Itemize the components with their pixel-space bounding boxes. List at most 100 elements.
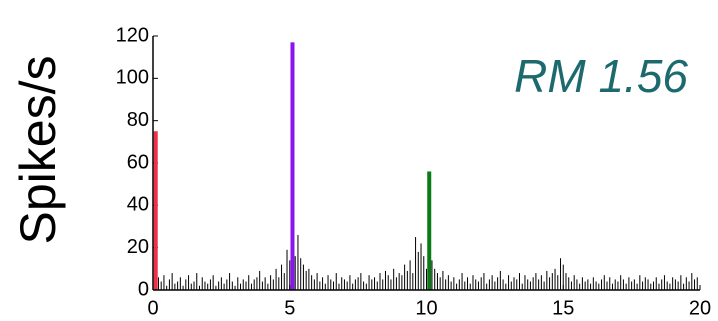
- bar: [157, 277, 159, 290]
- bar: [633, 279, 635, 290]
- bar: [475, 279, 477, 290]
- bar: [535, 273, 537, 290]
- bar: [499, 270, 501, 290]
- bar: [461, 273, 463, 290]
- bar: [185, 279, 187, 290]
- bar: [521, 283, 523, 290]
- bar: [218, 281, 220, 290]
- bar: [207, 283, 209, 290]
- bar: [524, 275, 526, 290]
- bar: [371, 279, 373, 290]
- bar: [617, 281, 619, 290]
- bar: [611, 283, 613, 290]
- x-tick-label: 5: [284, 297, 295, 319]
- bar: [683, 283, 685, 290]
- bar: [472, 275, 474, 290]
- bar: [546, 270, 548, 290]
- bar: [518, 273, 520, 290]
- bar: [379, 273, 381, 290]
- bar: [384, 270, 386, 290]
- bar: [281, 264, 283, 290]
- bar: [311, 275, 313, 290]
- x-tick-label: 20: [689, 297, 711, 319]
- bar: [302, 264, 304, 290]
- y-tick-label: 20: [127, 236, 149, 258]
- y-tick-label: 80: [127, 109, 149, 131]
- bar: [685, 277, 687, 290]
- bar: [436, 273, 438, 290]
- bar: [209, 279, 211, 290]
- bar: [666, 281, 668, 290]
- bar: [491, 275, 493, 290]
- bar: [259, 270, 261, 290]
- bar: [655, 277, 657, 290]
- bar: [415, 237, 417, 290]
- bar: [253, 279, 255, 290]
- bar: [267, 283, 269, 290]
- bar: [404, 264, 406, 290]
- bar: [182, 285, 184, 290]
- bar: [677, 281, 679, 290]
- bar: [510, 281, 512, 290]
- bar: [327, 275, 329, 290]
- bar: [264, 277, 266, 290]
- bar: [360, 273, 362, 290]
- bar: [661, 279, 663, 290]
- y-tick-label: 60: [127, 151, 149, 173]
- bar: [196, 273, 198, 290]
- bar: [590, 283, 592, 290]
- bar: [581, 277, 583, 290]
- bar: [488, 279, 490, 290]
- bar: [469, 283, 471, 290]
- bar: [330, 279, 332, 290]
- bar: [352, 283, 354, 290]
- bar: [261, 281, 263, 290]
- bar: [346, 281, 348, 290]
- bar: [305, 270, 307, 290]
- bar: [382, 279, 384, 290]
- bar: [275, 268, 277, 290]
- bar: [658, 283, 660, 290]
- bar: [412, 273, 414, 290]
- bar: [376, 281, 378, 290]
- bar: [395, 277, 397, 290]
- bar: [587, 279, 589, 290]
- bar: [592, 277, 594, 290]
- bar: [467, 277, 469, 290]
- bar: [560, 258, 562, 290]
- bar: [497, 277, 499, 290]
- bar: [642, 281, 644, 290]
- bar: [166, 285, 168, 290]
- bar: [622, 279, 624, 290]
- bar: [343, 279, 345, 290]
- bar: [628, 277, 630, 290]
- bar: [401, 275, 403, 290]
- bar: [387, 275, 389, 290]
- bar: [431, 260, 433, 290]
- bar: [620, 275, 622, 290]
- bar: [439, 277, 441, 290]
- bar: [223, 283, 225, 290]
- bar: [636, 283, 638, 290]
- bar: [198, 285, 200, 290]
- bar: [270, 275, 272, 290]
- bar: [363, 281, 365, 290]
- bar: [272, 279, 274, 290]
- bar: [153, 131, 158, 290]
- bar: [494, 281, 496, 290]
- bar: [570, 281, 572, 290]
- bar: [308, 268, 310, 290]
- bar: [516, 279, 518, 290]
- bar: [174, 283, 176, 290]
- bar: [204, 281, 206, 290]
- bar: [576, 279, 578, 290]
- bar: [349, 275, 351, 290]
- bar: [445, 279, 447, 290]
- bar: [549, 277, 551, 290]
- bar: [426, 268, 427, 290]
- bar: [190, 283, 192, 290]
- bar: [171, 273, 173, 290]
- bar: [294, 256, 296, 290]
- bar: [669, 283, 671, 290]
- bar: [603, 275, 605, 290]
